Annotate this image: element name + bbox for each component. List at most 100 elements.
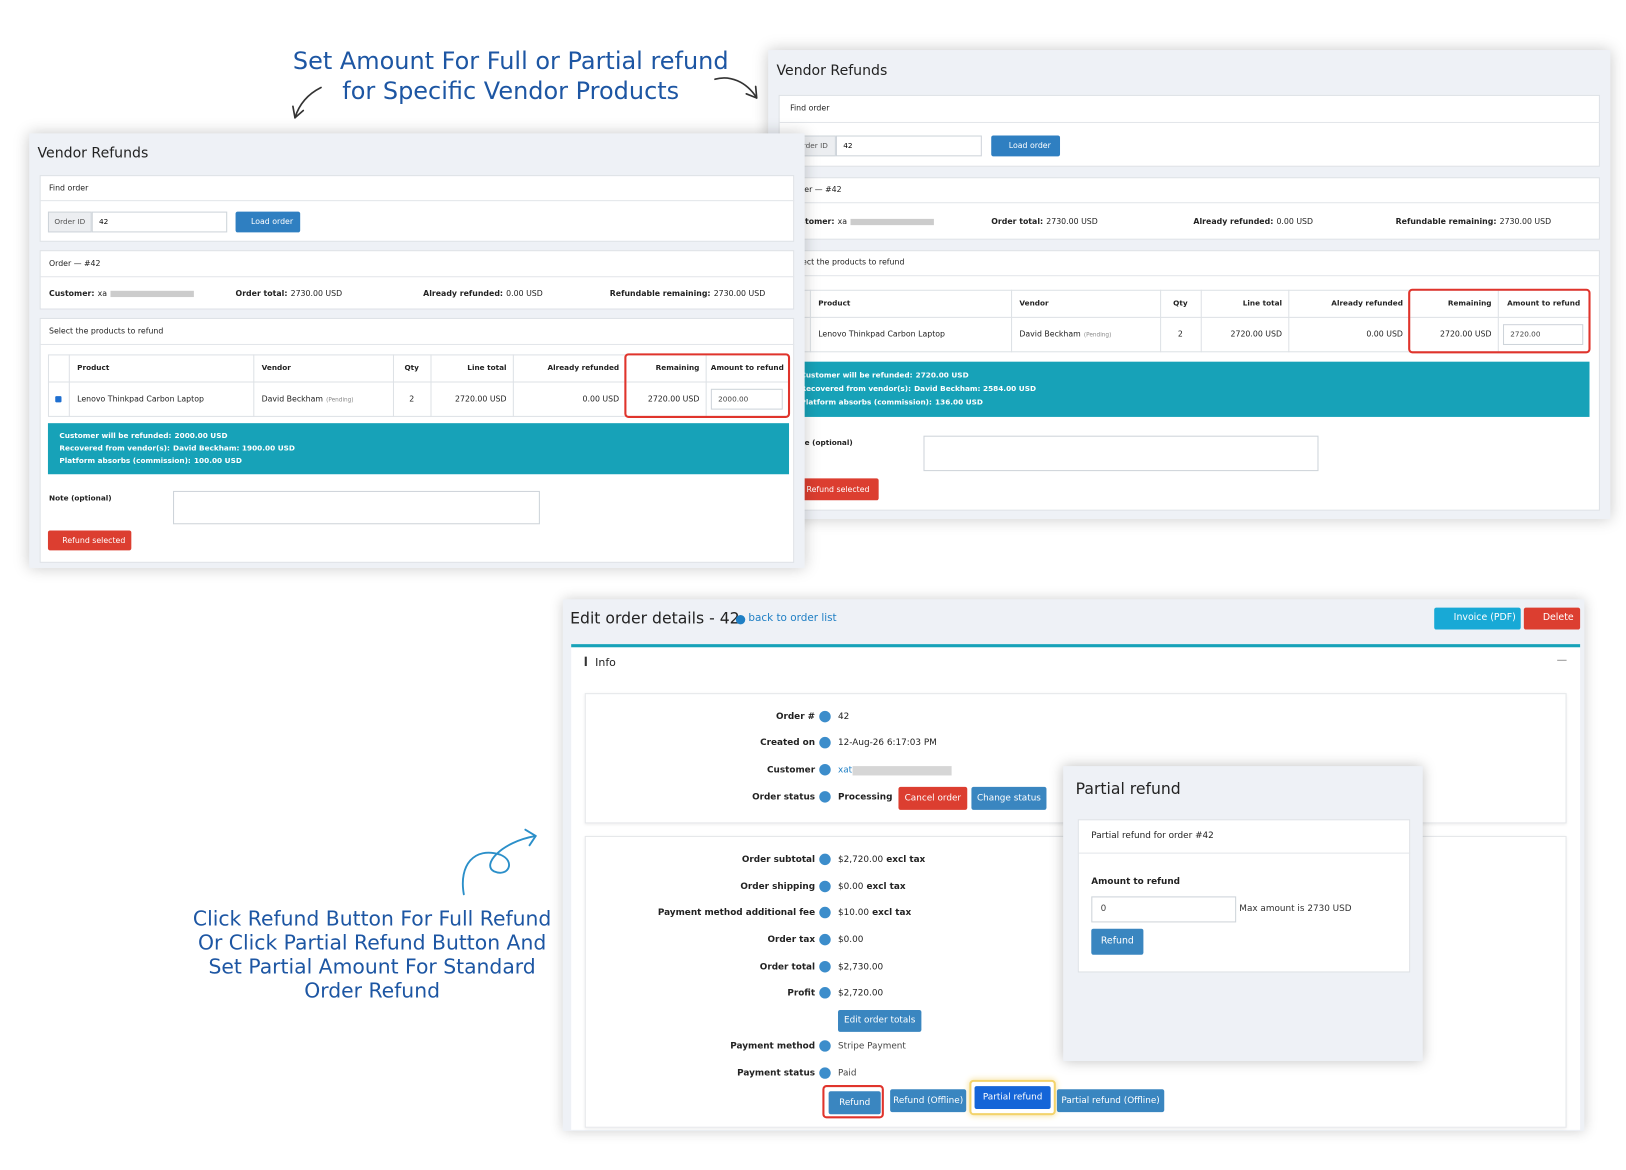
vendor-cell: David Beckham (Pending) [1019, 326, 1111, 343]
help-icon [819, 880, 831, 893]
arrow-head [745, 85, 758, 99]
field-label: Order # [775, 711, 816, 723]
refund-summary-line: Platform absorbs (commission): 136.00 USD [800, 394, 983, 411]
refund-action-button[interactable]: Partial refund (Offline) [1056, 1089, 1165, 1113]
summary-item: Refundable remaining: 2730.00 USD [610, 286, 765, 303]
amount: $2,730.00 [838, 962, 884, 973]
card [778, 177, 1600, 240]
product-cell: Lenovo Thinkpad Carbon Laptop [818, 329, 946, 339]
column-separator [1011, 289, 1013, 353]
load-order-button[interactable]: Load order [235, 211, 301, 233]
line-total-cell: 2720.00 USD [1230, 329, 1283, 339]
refund-action-button[interactable]: Partial refund [974, 1086, 1051, 1110]
separator [39, 343, 795, 346]
highlight-outline [1408, 288, 1591, 354]
vendor-status: (Pending) [1083, 332, 1112, 339]
products-table [789, 289, 1590, 353]
highlight-outline [822, 1085, 884, 1119]
field-label: Payment method additional fee [657, 907, 816, 919]
column-separator [1288, 289, 1290, 353]
note-textarea[interactable] [173, 490, 540, 525]
separator [778, 121, 1600, 123]
value: 2000.00 USD [174, 431, 228, 440]
caption: Order Refund [304, 978, 440, 1003]
field-value: $0.00 [838, 932, 863, 949]
back-link[interactable]: back to order list [748, 612, 837, 625]
info-icon [584, 656, 587, 667]
field-value: $2,720.00 [838, 985, 883, 1002]
card-header: Select the products to refund [48, 326, 164, 336]
label: Order total: [991, 216, 1044, 227]
summary-item: Customer: xa [789, 214, 934, 231]
column-header: Product [818, 299, 851, 308]
column-separator [809, 289, 811, 353]
vendor-refunds-panel: Vendor Refunds Find order Order ID 42 Load o… [768, 50, 1611, 520]
label: Customer will be refunded: [59, 431, 172, 440]
amount-input[interactable]: 0 [1091, 896, 1237, 923]
note-textarea[interactable] [923, 435, 1319, 472]
arrow-head [292, 105, 305, 119]
tax-note: excl tax [886, 854, 926, 866]
label: Already refunded: [423, 288, 504, 299]
field-label: Payment status [737, 1068, 816, 1079]
label: Customer: [789, 216, 835, 227]
refund-summary-line: Recovered from vendor(s): David Beckham: … [59, 440, 295, 457]
collapse-icon [1557, 659, 1567, 661]
refund-action-button[interactable]: Refund [828, 1091, 881, 1115]
amount-input[interactable]: 2000.00 [710, 388, 783, 410]
value: 2730.00 USD [290, 288, 343, 299]
value: xa [97, 288, 108, 299]
highlight-outline [624, 353, 791, 418]
order-id-input[interactable]: 42 [91, 211, 228, 233]
card-header: Select the products to refund [790, 257, 905, 267]
refund-selected-button[interactable]: Refund selected [47, 530, 132, 551]
amount: $0.00 [838, 934, 864, 946]
caption: Set Partial Amount For Standard [208, 954, 536, 979]
column-header: Amount to refund [1507, 299, 1581, 308]
amount-input[interactable]: 2720.00 [1502, 324, 1584, 346]
card-header: Order — #42 [790, 184, 842, 194]
help-icon [819, 906, 831, 919]
amount: $10.00 [838, 907, 870, 919]
note-label: Note (optional) [790, 438, 853, 448]
value: David Beckham: 2584.00 USD [914, 384, 1037, 393]
redacted [852, 766, 952, 776]
load-order-button[interactable]: Load order [991, 135, 1061, 157]
column-header: Vendor [1019, 299, 1049, 308]
label: Refundable remaining: [609, 288, 711, 299]
invoice-button[interactable]: Invoice (PDF) [1434, 607, 1521, 630]
page-title: Edit order details - 42 [570, 608, 740, 628]
modal-refund-button[interactable]: Refund [1091, 928, 1144, 955]
products-table [47, 354, 790, 417]
vendor-name: David Beckham [261, 393, 324, 404]
max-note: Max amount is 2730 USD [1239, 903, 1352, 915]
value: 0.00 USD [1276, 216, 1314, 227]
row-separator [47, 381, 790, 383]
order-id-input[interactable]: 42 [835, 135, 982, 157]
refund-selected-button[interactable]: Refund selected [789, 478, 879, 501]
summary-item: Order total: 2730.00 USD [236, 286, 343, 303]
edit-totals-button[interactable]: Edit order totals [838, 1009, 922, 1032]
label: Already refunded: [1193, 216, 1274, 227]
card-header: Find order [48, 183, 89, 193]
column-header: Line total [1242, 299, 1283, 308]
already-refunded-cell: 0.00 USD [582, 393, 620, 404]
label: Refundable remaining: [1395, 216, 1497, 227]
tax-note: excl tax [872, 907, 912, 919]
refund-summary-line: Customer will be refunded: 2720.00 USD [800, 367, 968, 384]
swirl-arrow [461, 834, 537, 896]
card-header: Find order [790, 103, 830, 113]
cancel-order-button[interactable]: Cancel order [898, 786, 968, 810]
summary-item: Already refunded: 0.00 USD [423, 286, 543, 303]
product-cell: Lenovo Thinkpad Carbon Laptop [77, 393, 204, 404]
summary-item: Customer: xa [49, 286, 194, 303]
field-value: xat [838, 765, 853, 776]
delete-button[interactable]: Delete [1523, 607, 1581, 630]
change-status-button[interactable]: Change status [971, 786, 1047, 810]
refund-summary-line: Recovered from vendor(s): David Beckham: … [800, 380, 1036, 397]
refund-action-button[interactable]: Refund (Offline) [890, 1089, 967, 1113]
help-icon [819, 791, 831, 803]
card-header: Partial refund for order #42 [1091, 830, 1214, 842]
row-checkbox[interactable] [55, 396, 62, 403]
remaining-cell: 2720.00 USD [647, 393, 700, 404]
